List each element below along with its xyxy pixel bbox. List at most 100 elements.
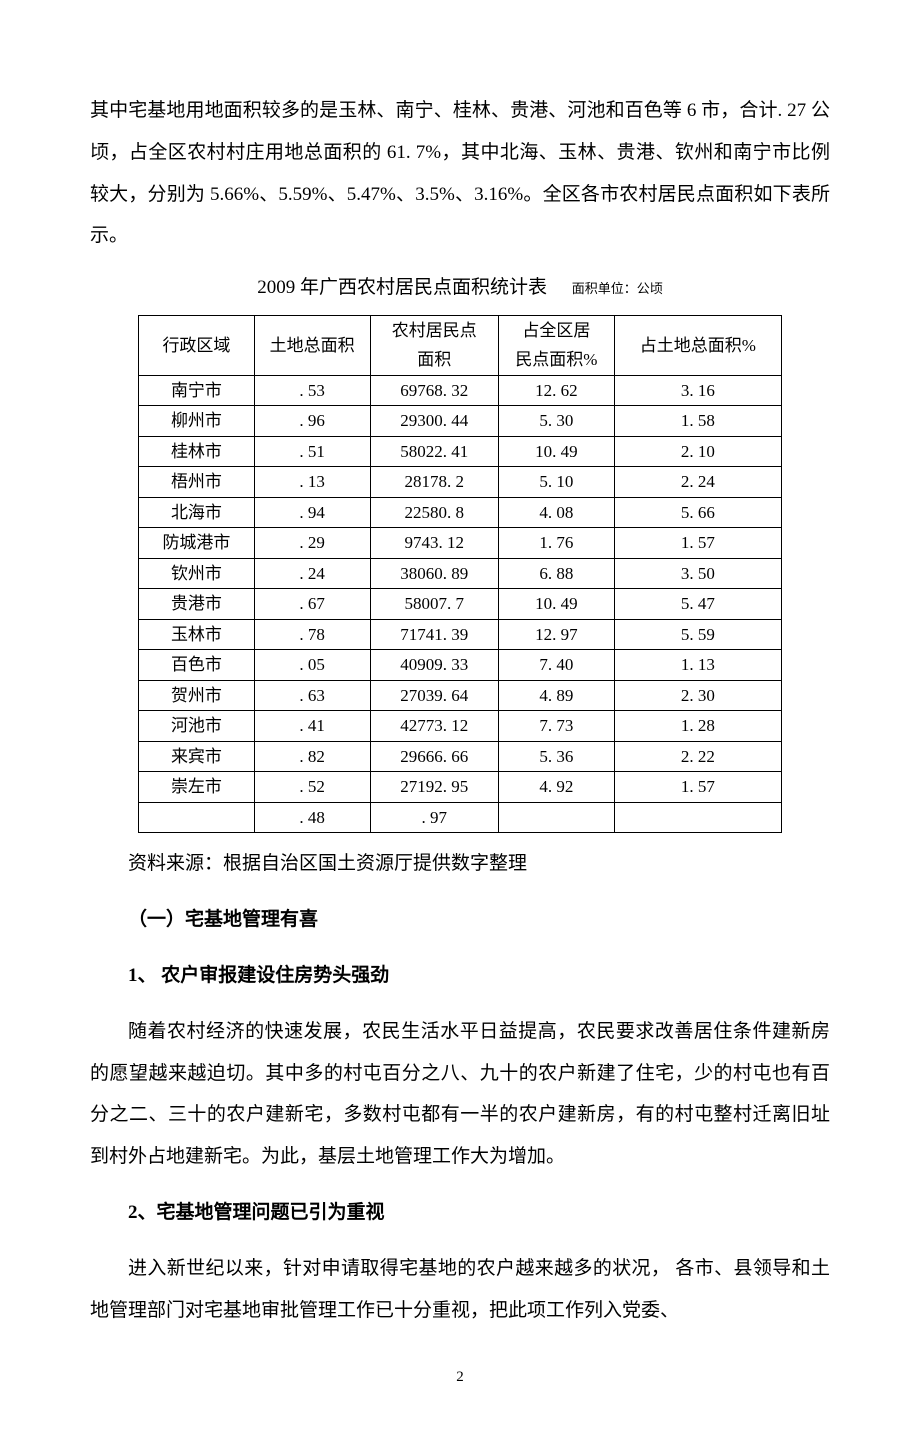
body-paragraph-1: 随着农村经济的快速发展，农民生活水平日益提高，农民要求改善居住条件建新房的愿望越… — [90, 1011, 830, 1178]
table-cell: . 51 — [254, 436, 370, 467]
table-row: 崇左市. 5227192. 954. 921. 57 — [139, 772, 782, 803]
table-cell: 柳州市 — [139, 406, 255, 437]
table-cell: 6. 88 — [499, 558, 615, 589]
table-cell: . 24 — [254, 558, 370, 589]
table-cell — [614, 802, 781, 833]
table-cell: 7. 40 — [499, 650, 615, 681]
table-cell: 来宾市 — [139, 741, 255, 772]
table-cell: 5. 30 — [499, 406, 615, 437]
table-cell: 4. 89 — [499, 680, 615, 711]
table-cell: . 29 — [254, 528, 370, 559]
sub-heading-1: 1、 农户审报建设住房势头强劲 — [90, 955, 830, 997]
table-cell — [499, 802, 615, 833]
col-header-pct2: 占土地总面积% — [614, 315, 781, 375]
table-row: 河池市. 4142773. 127. 731. 28 — [139, 711, 782, 742]
table-cell: 梧州市 — [139, 467, 255, 498]
table-row: . 48. 97 — [139, 802, 782, 833]
table-row: 桂林市. 5158022. 4110. 492. 10 — [139, 436, 782, 467]
table-cell: 崇左市 — [139, 772, 255, 803]
table-cell: 69768. 32 — [370, 375, 499, 406]
table-cell: 22580. 8 — [370, 497, 499, 528]
section-heading-1: （一）宅基地管理有喜 — [90, 899, 830, 941]
table-cell: . 48 — [254, 802, 370, 833]
sub-heading-2: 2、宅基地管理问题已引为重视 — [90, 1192, 830, 1234]
table-cell: 27039. 64 — [370, 680, 499, 711]
col-header-land: 土地总面积 — [254, 315, 370, 375]
table-cell: 2. 30 — [614, 680, 781, 711]
table-cell: 1. 13 — [614, 650, 781, 681]
table-cell: 58007. 7 — [370, 589, 499, 620]
table-cell: 28178. 2 — [370, 467, 499, 498]
table-cell: 4. 92 — [499, 772, 615, 803]
table-cell: . 05 — [254, 650, 370, 681]
table-cell: 防城港市 — [139, 528, 255, 559]
table-row: 梧州市. 1328178. 25. 102. 24 — [139, 467, 782, 498]
table-cell: 29666. 66 — [370, 741, 499, 772]
table-cell: 12. 62 — [499, 375, 615, 406]
table-cell: 5. 47 — [614, 589, 781, 620]
statistics-table: 行政区域 土地总面积 农村居民点 占全区居 占土地总面积% 面积 民点面积% 南… — [138, 315, 782, 834]
table-cell: 5. 59 — [614, 619, 781, 650]
table-cell: 9743. 12 — [370, 528, 499, 559]
table-cell: 10. 49 — [499, 436, 615, 467]
table-row: 贺州市. 6327039. 644. 892. 30 — [139, 680, 782, 711]
table-cell: 1. 76 — [499, 528, 615, 559]
table-cell: 38060. 89 — [370, 558, 499, 589]
table-cell: . 82 — [254, 741, 370, 772]
table-header-row: 行政区域 土地总面积 农村居民点 占全区居 占土地总面积% — [139, 315, 782, 345]
table-cell: . 53 — [254, 375, 370, 406]
table-cell: . 63 — [254, 680, 370, 711]
table-cell: 5. 66 — [614, 497, 781, 528]
table-cell: 1. 57 — [614, 528, 781, 559]
table-cell: 3. 50 — [614, 558, 781, 589]
col-header-rural-bottom: 面积 — [370, 345, 499, 375]
table-row: 钦州市. 2438060. 896. 883. 50 — [139, 558, 782, 589]
page-number: 2 — [90, 1361, 830, 1394]
table-cell: . 78 — [254, 619, 370, 650]
col-header-pct1-bottom: 民点面积% — [499, 345, 615, 375]
table-row: 北海市. 9422580. 84. 085. 66 — [139, 497, 782, 528]
table-cell: 1. 28 — [614, 711, 781, 742]
table-row: 柳州市. 9629300. 445. 301. 58 — [139, 406, 782, 437]
table-cell: 百色市 — [139, 650, 255, 681]
table-cell: 1. 57 — [614, 772, 781, 803]
col-header-region: 行政区域 — [139, 315, 255, 375]
table-cell: . 13 — [254, 467, 370, 498]
table-title: 2009 年广西农村居民点面积统计表 — [257, 277, 547, 298]
table-cell: 7. 73 — [499, 711, 615, 742]
table-row: 来宾市. 8229666. 665. 362. 22 — [139, 741, 782, 772]
intro-paragraph: 其中宅基地用地面积较多的是玉林、南宁、桂林、贵港、河池和百色等 6 市，合计. … — [90, 90, 830, 257]
table-cell: 贺州市 — [139, 680, 255, 711]
table-cell: 北海市 — [139, 497, 255, 528]
table-row: 百色市. 0540909. 337. 401. 13 — [139, 650, 782, 681]
table-cell: 玉林市 — [139, 619, 255, 650]
table-cell: 南宁市 — [139, 375, 255, 406]
table-cell: 27192. 95 — [370, 772, 499, 803]
table-body: 南宁市. 5369768. 3212. 623. 16柳州市. 9629300.… — [139, 375, 782, 833]
table-cell: 10. 49 — [499, 589, 615, 620]
data-source: 资料来源：根据自治区国土资源厅提供数字整理 — [90, 843, 830, 885]
table-cell: 2. 22 — [614, 741, 781, 772]
table-row: 防城港市. 299743. 121. 761. 57 — [139, 528, 782, 559]
table-cell: 钦州市 — [139, 558, 255, 589]
table-cell: 5. 10 — [499, 467, 615, 498]
table-row: 南宁市. 5369768. 3212. 623. 16 — [139, 375, 782, 406]
table-title-row: 2009 年广西农村居民点面积统计表 面积单位：公顷 — [90, 267, 830, 309]
col-header-rural-top: 农村居民点 — [370, 315, 499, 345]
table-cell: 40909. 33 — [370, 650, 499, 681]
table-cell: 12. 97 — [499, 619, 615, 650]
table-cell: 3. 16 — [614, 375, 781, 406]
col-header-pct1-top: 占全区居 — [499, 315, 615, 345]
table-cell: 71741. 39 — [370, 619, 499, 650]
table-cell: 4. 08 — [499, 497, 615, 528]
table-cell: . 41 — [254, 711, 370, 742]
table-cell: 2. 24 — [614, 467, 781, 498]
table-cell: 河池市 — [139, 711, 255, 742]
table-cell — [139, 802, 255, 833]
table-cell: 29300. 44 — [370, 406, 499, 437]
table-row: 玉林市. 7871741. 3912. 975. 59 — [139, 619, 782, 650]
table-cell: 58022. 41 — [370, 436, 499, 467]
table-cell: 桂林市 — [139, 436, 255, 467]
table-row: 贵港市. 6758007. 710. 495. 47 — [139, 589, 782, 620]
table-cell: 2. 10 — [614, 436, 781, 467]
